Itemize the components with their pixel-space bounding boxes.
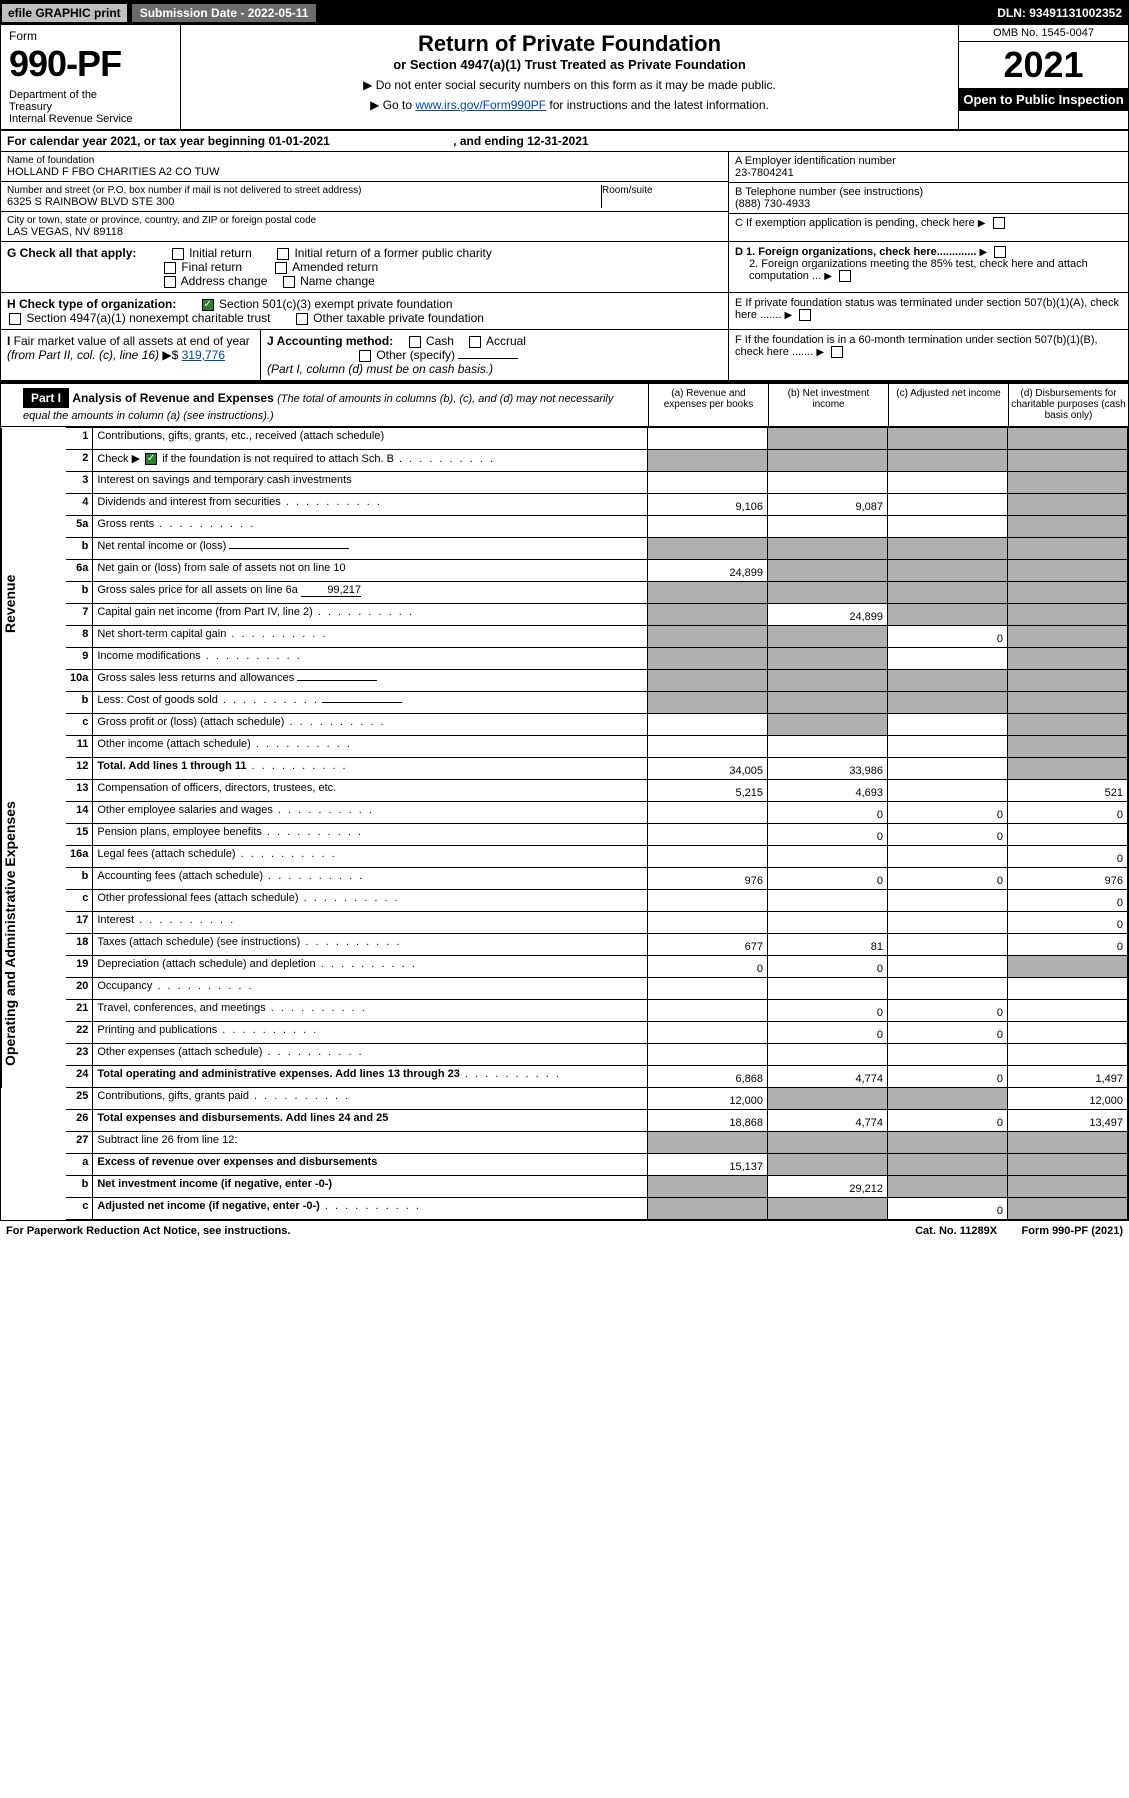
h-4947[interactable] — [9, 313, 21, 325]
identity-grid: Name of foundationHOLLAND F FBO CHARITIE… — [1, 152, 1128, 242]
dln: DLN: 93491131002352 — [997, 6, 1128, 20]
side-expenses: Operating and Administrative Expenses — [1, 780, 18, 1088]
j-cash[interactable] — [409, 336, 421, 348]
irs-link[interactable]: www.irs.gov/Form990PF — [415, 98, 546, 112]
topbar: efile GRAPHIC print Submission Date - 20… — [1, 1, 1128, 25]
name-label: Name of foundation — [7, 155, 722, 166]
header-note2: ▶ Go to www.irs.gov/Form990PF for instru… — [191, 98, 948, 112]
part1-badge: Part I — [23, 388, 69, 408]
tax-year: 2021 — [959, 42, 1128, 88]
d1-checkbox[interactable] — [994, 246, 1006, 258]
header-note1: ▶ Do not enter social security numbers o… — [191, 78, 948, 92]
form-subtitle: or Section 4947(a)(1) Trust Treated as P… — [191, 57, 948, 72]
f-label: F If the foundation is in a 60-month ter… — [735, 334, 1098, 358]
foundation-name: HOLLAND F FBO CHARITIES A2 CO TUW — [7, 166, 722, 178]
foot-mid: Cat. No. 11289X — [915, 1225, 997, 1237]
foot-right: Form 990-PF (2021) — [1022, 1225, 1124, 1237]
tel-label: B Telephone number (see instructions) — [735, 186, 923, 198]
c-checkbox[interactable] — [993, 217, 1005, 229]
i-value[interactable]: 319,776 — [182, 348, 225, 362]
form-title: Return of Private Foundation — [191, 31, 948, 57]
g-amended[interactable] — [275, 262, 287, 274]
g-initial-return[interactable] — [172, 248, 184, 260]
h-501c3[interactable] — [202, 299, 214, 311]
side-revenue: Revenue — [1, 428, 18, 780]
foot-left: For Paperwork Reduction Act Notice, see … — [6, 1225, 290, 1237]
form-number: 990-PF — [9, 43, 172, 85]
address: 6325 S RAINBOW BLVD STE 300 — [7, 196, 601, 208]
j-note: (Part I, column (d) must be on cash basi… — [267, 362, 493, 376]
footer: For Paperwork Reduction Act Notice, see … — [0, 1221, 1129, 1241]
financial-table: Revenue 1Contributions, gifts, grants, e… — [1, 427, 1128, 1220]
omb-number: OMB No. 1545-0047 — [959, 25, 1128, 42]
h-other[interactable] — [296, 313, 308, 325]
efile-print-button[interactable]: efile GRAPHIC print — [1, 3, 128, 23]
f-checkbox[interactable] — [831, 346, 843, 358]
j-label: J Accounting method: — [267, 334, 393, 348]
part1-header: Part I Analysis of Revenue and Expenses … — [1, 382, 1128, 427]
section-ij: I Fair market value of all assets at end… — [1, 330, 1128, 382]
telephone: (888) 730-4933 — [735, 198, 810, 210]
g-address[interactable] — [164, 276, 176, 288]
j-accrual[interactable] — [469, 336, 481, 348]
col-d: (d) Disbursements for charitable purpose… — [1008, 384, 1128, 426]
h-label: H Check type of organization: — [7, 297, 176, 311]
col-c: (c) Adjusted net income — [888, 384, 1008, 426]
g-label: G Check all that apply: — [7, 246, 136, 260]
d2-label: 2. Foreign organizations meeting the 85%… — [749, 258, 1088, 282]
g-initial-public[interactable] — [277, 248, 289, 260]
city-label: City or town, state or province, country… — [7, 215, 722, 226]
room-label: Room/suite — [602, 185, 722, 196]
calendar-year-row: For calendar year 2021, or tax year begi… — [1, 131, 1128, 152]
col-a: (a) Revenue and expenses per books — [648, 384, 768, 426]
dept-label: Department of theTreasuryInternal Revenu… — [9, 89, 172, 125]
d2-checkbox[interactable] — [839, 270, 851, 282]
addr-label: Number and street (or P.O. box number if… — [7, 185, 601, 196]
c-label: C If exemption application is pending, c… — [735, 217, 975, 229]
open-inspection: Open to Public Inspection — [959, 88, 1128, 111]
section-h: H Check type of organization: Section 50… — [1, 293, 1128, 330]
form-label: Form — [9, 29, 172, 43]
e-checkbox[interactable] — [799, 309, 811, 321]
d1-label: D 1. Foreign organizations, check here..… — [735, 246, 976, 258]
ein: 23-7804241 — [735, 167, 794, 179]
form-990pf: efile GRAPHIC print Submission Date - 20… — [0, 0, 1129, 1221]
form-header: Form 990-PF Department of theTreasuryInt… — [1, 25, 1128, 131]
part1-title: Analysis of Revenue and Expenses — [72, 391, 273, 405]
section-g: G Check all that apply: Initial return I… — [1, 242, 1128, 293]
j-other[interactable] — [359, 350, 371, 362]
g-final[interactable] — [164, 262, 176, 274]
city: LAS VEGAS, NV 89118 — [7, 226, 722, 238]
g-name[interactable] — [283, 276, 295, 288]
schb-checkbox[interactable] — [145, 453, 157, 465]
col-b: (b) Net investment income — [768, 384, 888, 426]
ein-label: A Employer identification number — [735, 155, 896, 167]
submission-date: Submission Date - 2022-05-11 — [132, 4, 317, 22]
